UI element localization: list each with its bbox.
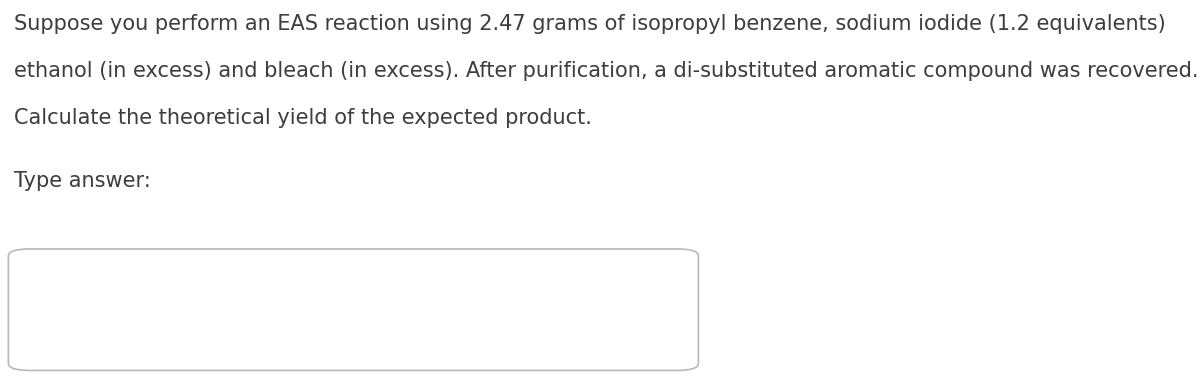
FancyBboxPatch shape — [8, 249, 698, 370]
Text: Suppose you perform an EAS reaction using 2.47 grams of isopropyl benzene, sodiu: Suppose you perform an EAS reaction usin… — [14, 14, 1166, 34]
Text: ethanol (in excess) and bleach (in excess). After purification, a di-substituted: ethanol (in excess) and bleach (in exces… — [14, 61, 1199, 81]
Text: Type answer:: Type answer: — [14, 171, 151, 191]
Text: Calculate the theoretical yield of the expected product.: Calculate the theoretical yield of the e… — [14, 108, 593, 128]
